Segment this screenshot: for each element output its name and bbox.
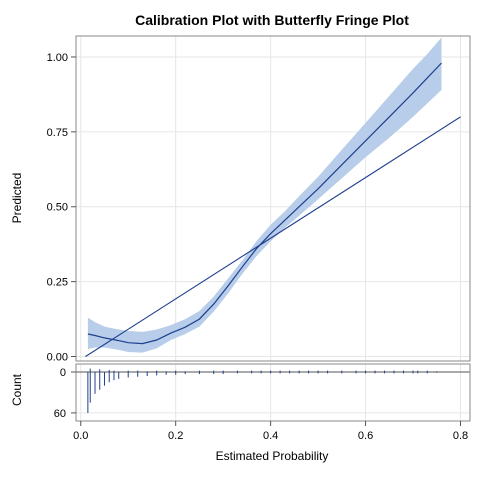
- x-tick-label: 0.0: [73, 430, 88, 442]
- x-axis-ticks: 0.0 0.2 0.4 0.6 0.8: [73, 421, 468, 442]
- x-tick-label: 0.6: [358, 430, 373, 442]
- calibration-curve: [87, 62, 442, 345]
- x-tick-label: 0.2: [168, 430, 183, 442]
- y-tick-label: 0.00: [47, 352, 68, 364]
- main-panel-frame: [75, 35, 471, 362]
- y-axis-ticks: 0.00 0.25 0.50 0.75 1.00: [47, 52, 76, 364]
- fringe-bars: [87, 368, 438, 413]
- count-axis-label: Count: [10, 373, 24, 406]
- main-grid: [76, 36, 470, 361]
- count-tick-label: 60: [54, 408, 66, 420]
- y-axis-label: Predicted: [10, 173, 24, 224]
- fringe-grid: [76, 364, 470, 421]
- fringe-panel-frame: [75, 363, 471, 422]
- identity-line: [85, 116, 461, 357]
- x-tick-label: 0.8: [453, 430, 468, 442]
- x-tick-label: 0.4: [263, 430, 278, 442]
- fringe-panel: 0 60: [54, 363, 471, 422]
- x-axis-label: Estimated Probability: [216, 449, 329, 463]
- chart-title: Calibration Plot with Butterfly Fringe P…: [135, 12, 409, 28]
- count-axis-ticks: 0 60: [54, 367, 76, 420]
- y-tick-label: 0.25: [47, 277, 68, 289]
- main-panel: 0.00 0.25 0.50 0.75 1.00: [47, 35, 471, 364]
- count-tick-label: 0: [60, 367, 66, 379]
- y-tick-label: 0.50: [47, 202, 68, 214]
- y-tick-label: 1.00: [47, 52, 68, 64]
- confidence-band: [87, 37, 442, 353]
- y-tick-label: 0.75: [47, 127, 68, 139]
